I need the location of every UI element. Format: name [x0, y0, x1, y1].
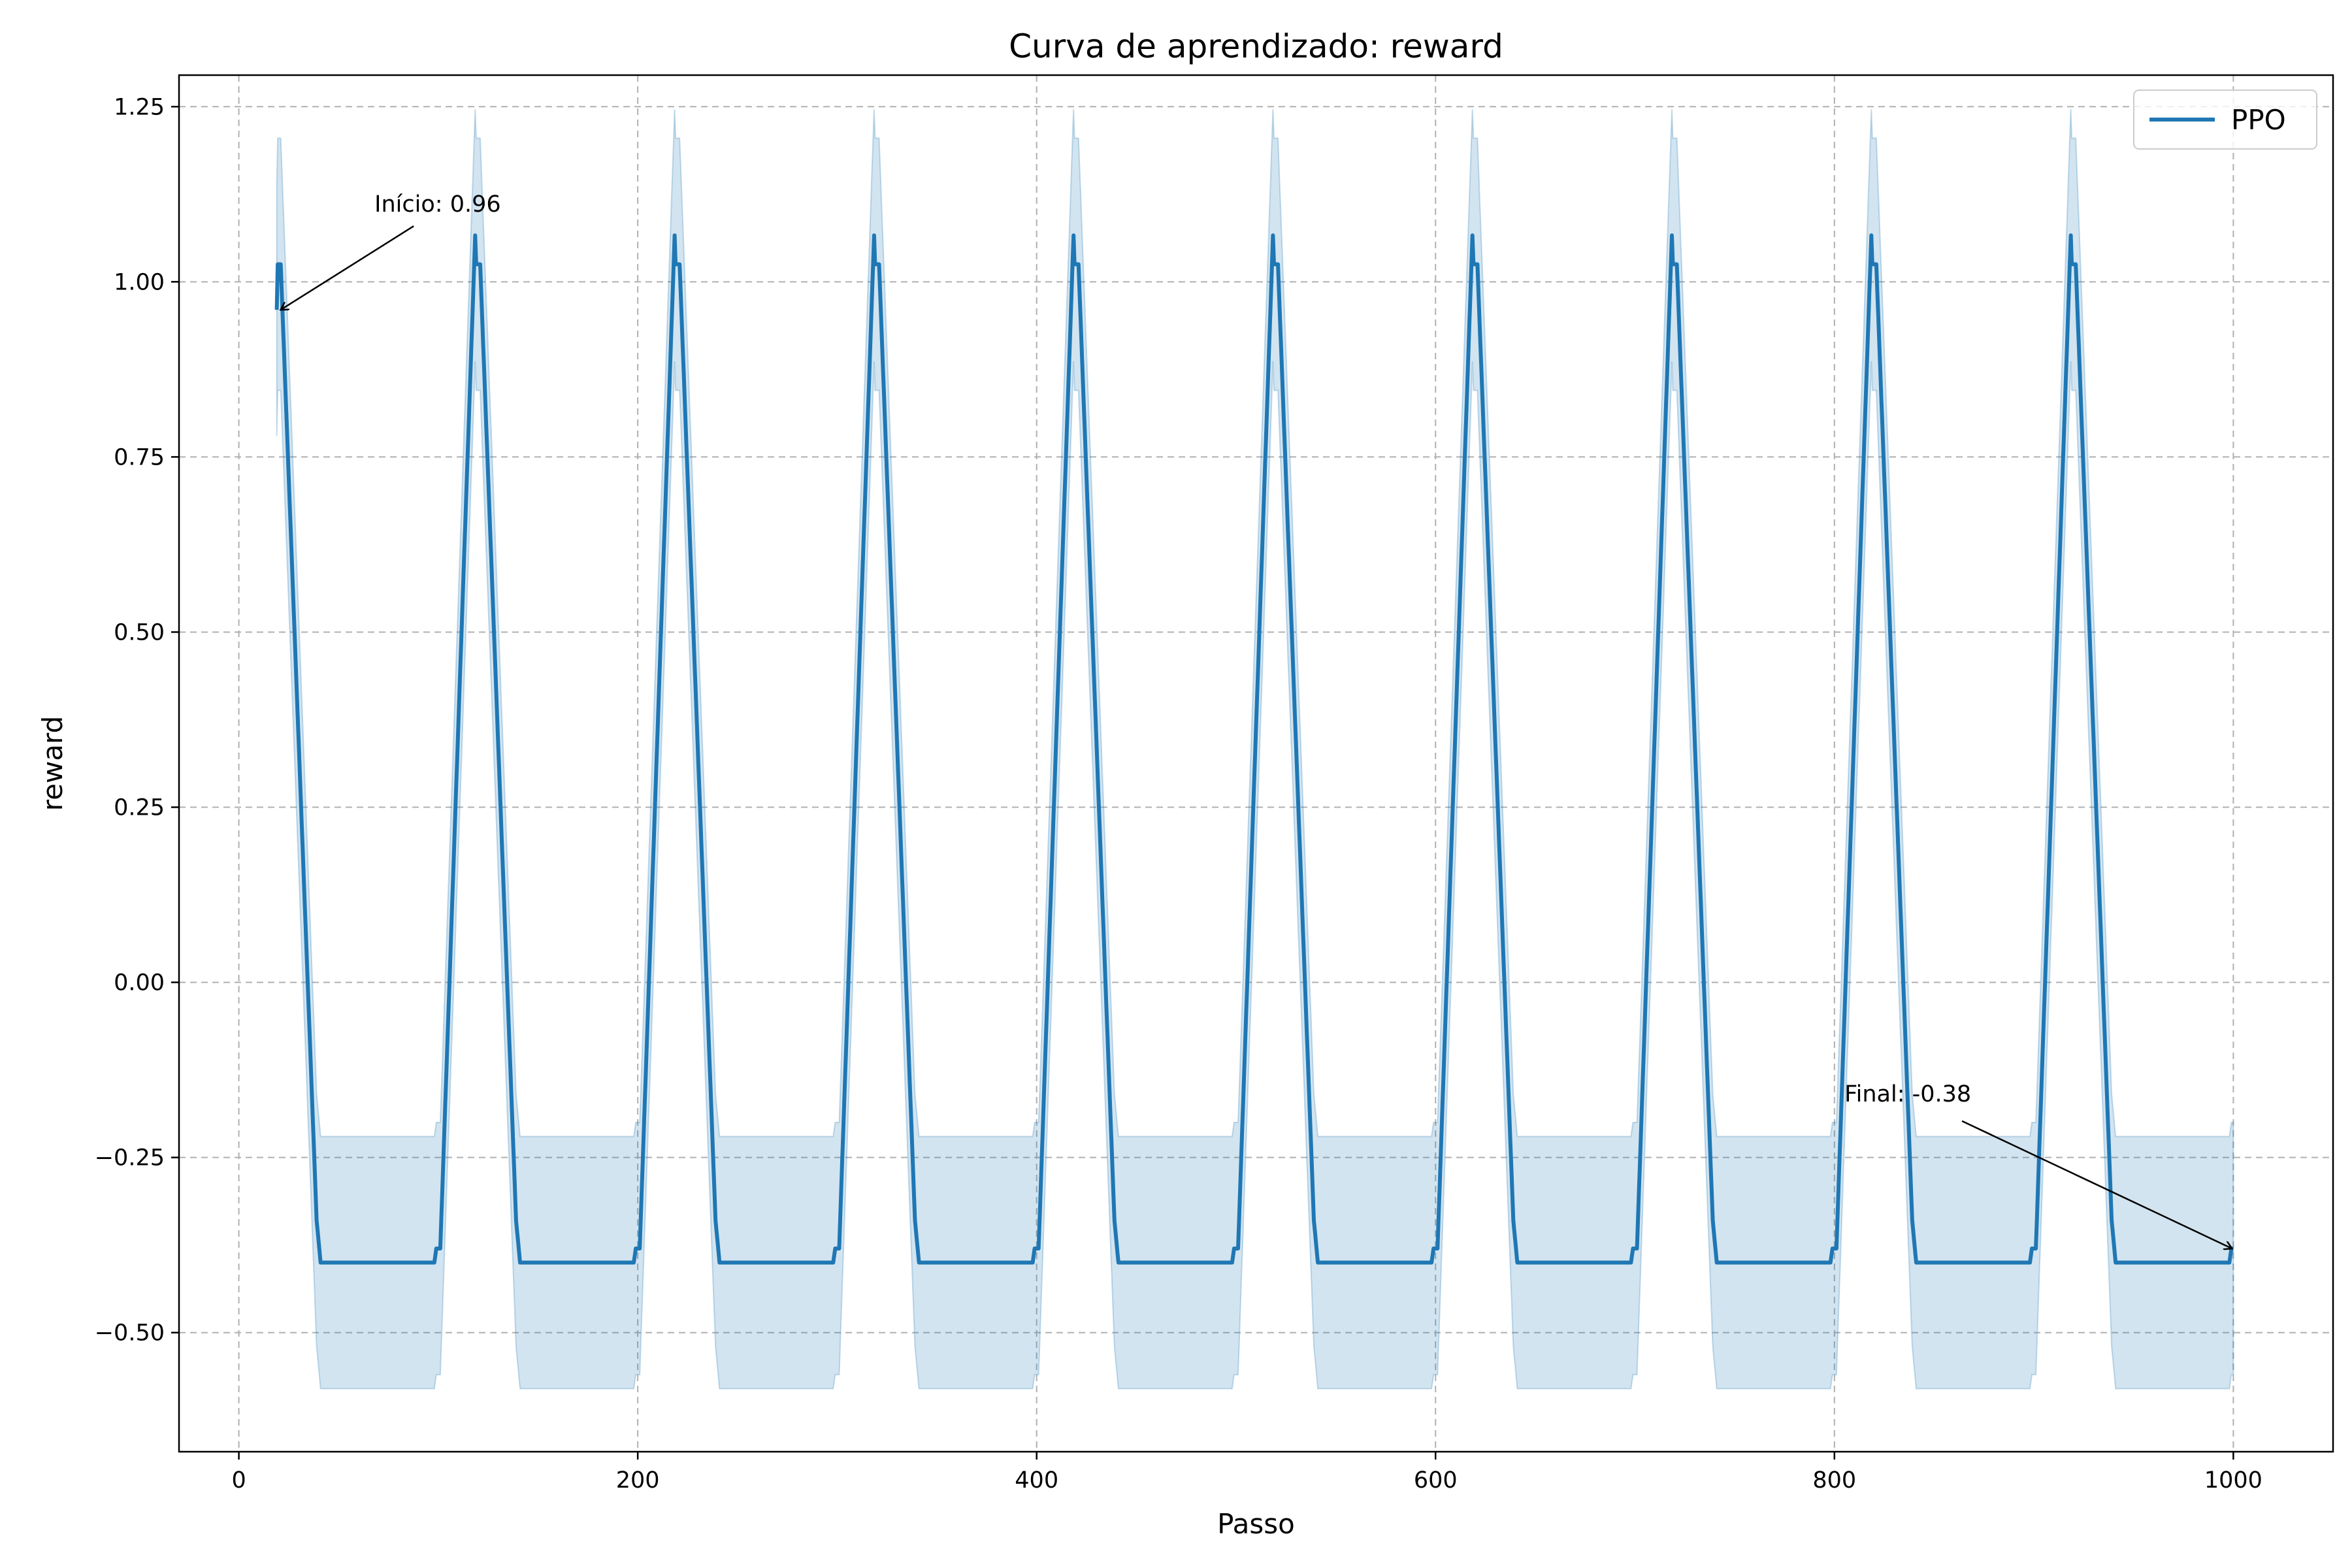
x-tick-label: 1000 — [2204, 1467, 2262, 1494]
legend: PPO — [2133, 90, 2317, 150]
x-tick-label: 600 — [1414, 1467, 1458, 1494]
y-tick-label: 0.00 — [114, 970, 165, 996]
x-tick-label: 200 — [616, 1467, 660, 1494]
x-tick-label: 400 — [1015, 1467, 1058, 1494]
annotations: Início: 0.96 Final: -0.38 — [281, 191, 2232, 1249]
y-axis-ticks: −0.50 −0.25 0.00 0.25 0.50 0.75 1.00 1.25 — [95, 94, 179, 1347]
plot-frame — [178, 74, 2334, 1453]
x-tick-label: 800 — [1812, 1467, 1856, 1494]
x-tick-label: 0 — [231, 1467, 246, 1494]
annotation-label: Início: 0.96 — [374, 191, 500, 218]
x-axis-ticks: 0 200 400 600 800 1000 — [231, 1452, 2262, 1494]
grid — [179, 75, 2333, 1452]
y-tick-label: 0.25 — [114, 795, 165, 821]
y-tick-label: −0.50 — [95, 1320, 165, 1347]
y-tick-label: 1.00 — [114, 269, 165, 295]
y-tick-label: 0.50 — [114, 619, 165, 645]
y-tick-label: 1.25 — [114, 94, 165, 120]
legend-label-ppo: PPO — [2231, 104, 2286, 136]
series-line-ppo — [274, 233, 2234, 1265]
annotation-arrow — [281, 225, 414, 310]
y-tick-label: 0.75 — [114, 444, 165, 470]
annotation-label: Final: -0.38 — [1844, 1081, 1971, 1107]
annotation-arrow — [1961, 1120, 2232, 1249]
x-axis-label: Passo — [1217, 1508, 1295, 1540]
y-axis-label: reward — [37, 716, 69, 811]
y-tick-label: −0.25 — [95, 1145, 165, 1171]
chart-title: Curva de aprendizado: reward — [1009, 27, 1503, 65]
legend-box — [2133, 90, 2317, 150]
